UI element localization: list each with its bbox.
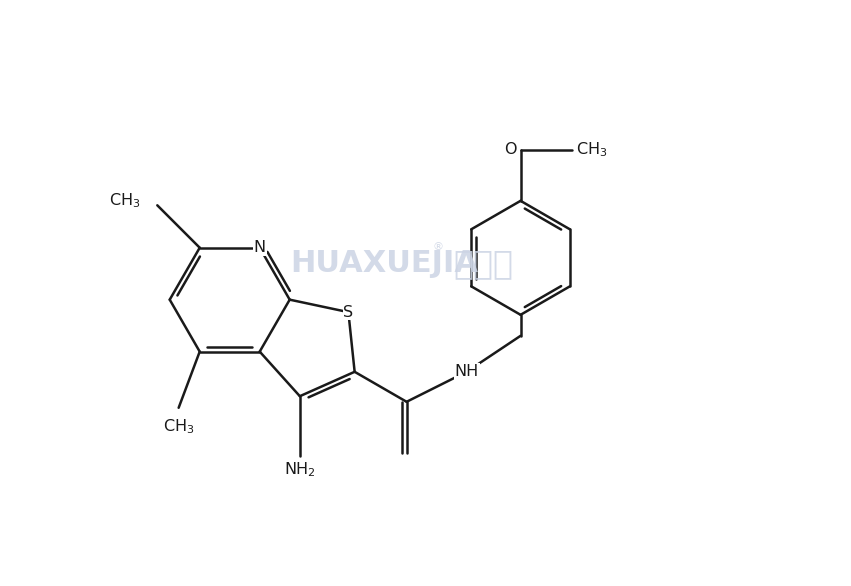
Text: CH$_3$: CH$_3$: [163, 418, 194, 437]
Text: 化学加: 化学加: [454, 247, 514, 280]
Text: O: O: [504, 142, 517, 157]
Text: CH$_3$: CH$_3$: [109, 192, 140, 210]
Text: HUAXUEJIA: HUAXUEJIA: [290, 249, 478, 278]
Text: ®: ®: [432, 242, 443, 252]
Text: CH$_3$: CH$_3$: [576, 141, 608, 159]
Text: S: S: [343, 305, 353, 319]
Text: N: N: [254, 240, 266, 255]
Text: NH$_2$: NH$_2$: [284, 461, 316, 479]
Text: NH: NH: [454, 364, 479, 379]
